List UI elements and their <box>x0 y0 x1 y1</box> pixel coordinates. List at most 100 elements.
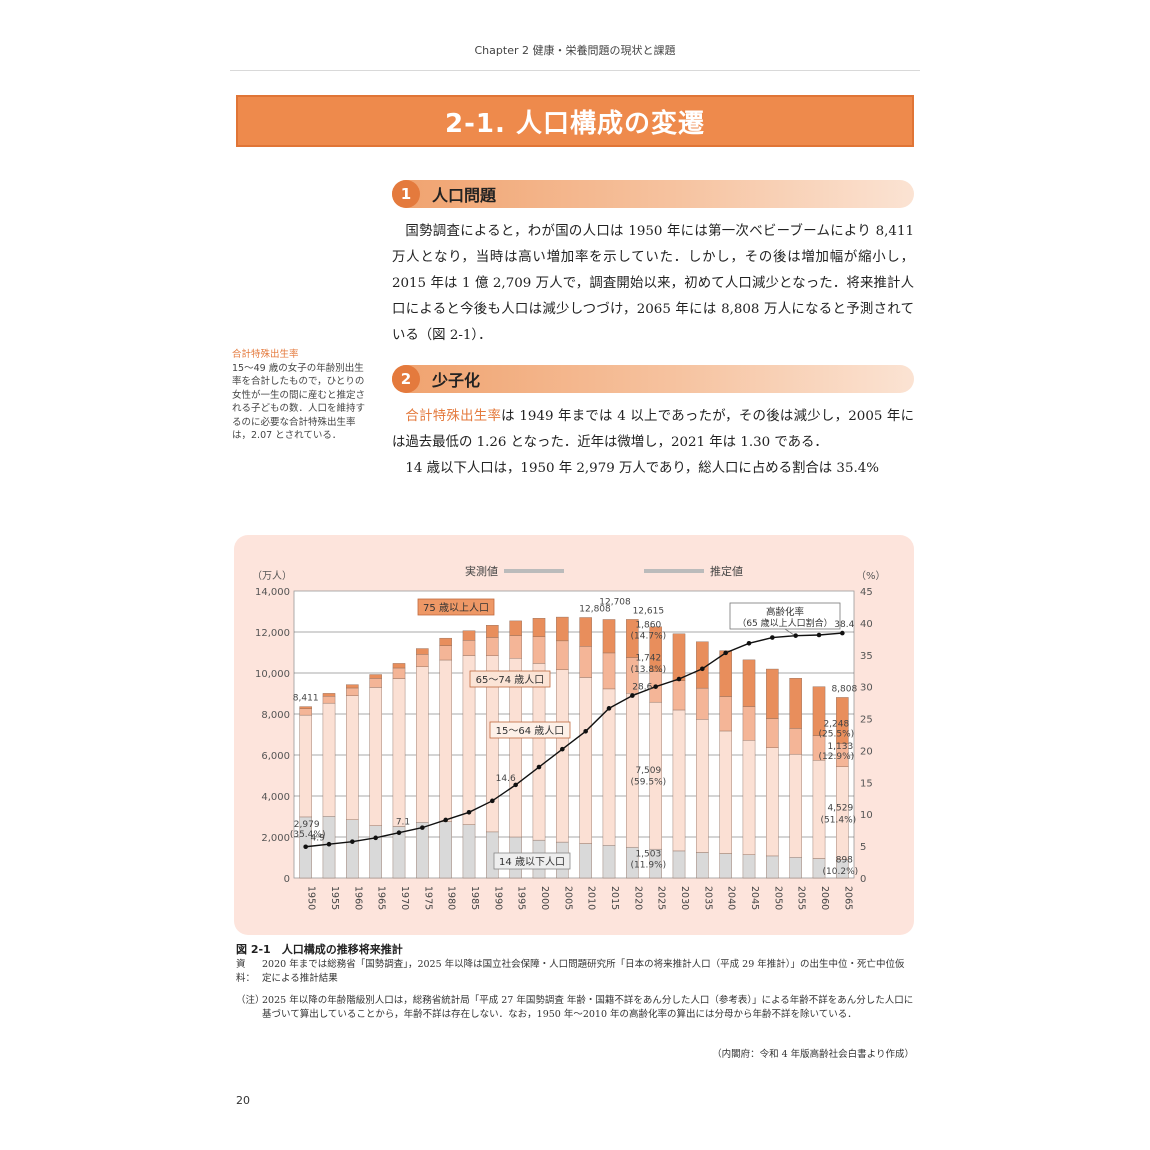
aging-rate-leader <box>784 628 795 636</box>
bar-segment <box>672 633 686 681</box>
bar-segment <box>322 702 336 817</box>
aging-rate-point <box>583 729 588 734</box>
aging-rate-point <box>840 630 845 636</box>
bar-segment <box>742 854 756 879</box>
y-right-axis-label: （%） <box>856 570 886 582</box>
bar-segment <box>696 641 709 689</box>
bar-segment <box>556 616 569 642</box>
data-label: (10.2%) <box>823 867 859 877</box>
bar-segment <box>462 824 476 879</box>
bar-segment <box>602 845 616 879</box>
y-left-tick-label: 2,000 <box>261 833 290 844</box>
bar-segment <box>369 678 382 688</box>
aging-rate-point <box>560 746 565 752</box>
y-right-tick-label: 25 <box>860 715 873 726</box>
total-label: 12,708 <box>599 597 631 607</box>
bar-segment <box>812 760 826 859</box>
bar-segment <box>789 678 802 729</box>
bar-segment <box>766 747 779 857</box>
bar-segment <box>696 719 709 853</box>
bar-segment <box>836 697 849 744</box>
paragraph-rest: は 1949 年までは 4 以上であったが，その後は減少し，2005 年には過去… <box>392 409 914 450</box>
x-tick-label: 2065 <box>842 886 853 910</box>
y-left-tick-label: 6,000 <box>261 751 290 762</box>
bar-segment <box>719 650 732 697</box>
bar-segment <box>579 617 592 647</box>
aging-rate-point <box>303 844 308 850</box>
bar-segment <box>346 819 359 879</box>
bar-segment <box>579 843 592 879</box>
label-65-74: 65〜74 歳人口 <box>476 674 545 686</box>
x-tick-label: 1950 <box>306 886 317 910</box>
figure-credit: （内閣府：令和 4 年版高齢社会白書より作成） <box>712 1049 914 1060</box>
bar-segment <box>766 718 779 748</box>
sidenote-term: 合計特殊出生率 <box>232 349 299 360</box>
label-15-64-box <box>489 721 571 739</box>
label-14-under: 14 歳以下人口 <box>499 856 565 868</box>
bar-segment <box>392 667 406 679</box>
aging-rate-point <box>350 839 355 844</box>
bar-segment <box>346 695 359 820</box>
bar-segment <box>322 693 336 697</box>
data-label: (25.5%) <box>819 730 855 740</box>
aging-rate-point <box>676 676 682 682</box>
bar-segment <box>672 850 686 879</box>
bar-segment <box>556 640 569 670</box>
bar-segment <box>509 635 522 659</box>
bar-segment <box>719 730 732 854</box>
bar-segment <box>462 640 476 656</box>
legend-actual: 実測値 <box>465 564 498 578</box>
y-right-tick-label: 0 <box>860 874 866 885</box>
y-left-tick-label: 0 <box>284 874 290 885</box>
bar-segment <box>719 696 732 732</box>
x-tick-label: 2015 <box>609 886 620 910</box>
x-tick-label: 1990 <box>492 886 503 910</box>
label-75-plus: 75 歳以上人口 <box>423 602 489 614</box>
aging-label: 14.6 <box>496 774 516 784</box>
note-text: 2025 年以降の年齢階級別人口は，総務省統計局「平成 27 年国勢調査 年齢・… <box>262 995 914 1020</box>
total-label: 8,808 <box>831 684 857 694</box>
bar-segment <box>346 687 359 696</box>
bar-segment <box>789 857 802 879</box>
aging-rate-point <box>420 825 425 830</box>
bar-segment <box>416 821 429 879</box>
chapter-header: Chapter 2 健康・栄養問題の現状と課題 <box>474 44 676 57</box>
bar-segment <box>439 645 452 661</box>
bar-segment <box>626 619 639 658</box>
sidenote: 合計特殊出生率 15〜49 歳の女子の年齢別出生率を合計したもので，ひとりの女性… <box>232 348 368 443</box>
x-tick-label: 1960 <box>352 886 363 910</box>
y-left-tick-label: 8,000 <box>261 710 290 721</box>
aging-label: 28.6 <box>632 683 652 693</box>
y-right-tick-label: 40 <box>860 619 873 630</box>
paragraph-text: 合計特殊出生率は 1949 年までは 4 以上であったが，その後は減少し，200… <box>392 404 914 456</box>
data-label: 2,979 <box>294 820 320 830</box>
y-right-tick-label: 45 <box>860 587 873 598</box>
data-label: (59.5%) <box>631 777 667 787</box>
y-right-tick-label: 35 <box>860 651 873 662</box>
bar-segment <box>766 855 779 879</box>
bar-segment <box>812 686 826 736</box>
aging-rate-point <box>793 633 798 638</box>
bar-segment <box>369 687 382 826</box>
figure-note: （注）2025 年以降の年齢階級別人口は，総務省統計局「平成 27 年国勢調査 … <box>236 994 916 1022</box>
page-number: 20 <box>236 1094 250 1107</box>
sidenote-text: 15〜49 歳の女子の年齢別出生率を合計したもので，ひとりの女性が一生の間に産む… <box>232 362 366 442</box>
label-15-64: 15〜64 歳人口 <box>496 725 565 737</box>
aging-label: 38.4 <box>834 620 854 630</box>
bar-segment <box>532 636 546 664</box>
bar-segment <box>439 821 452 879</box>
aging-rate-point <box>606 706 612 711</box>
header-rule <box>230 70 920 71</box>
total-label: 8,411 <box>293 694 319 704</box>
y-right-tick-label: 30 <box>860 683 873 694</box>
x-tick-label: 1985 <box>469 886 480 910</box>
bar-segment <box>416 648 429 655</box>
bar-segment <box>486 637 499 657</box>
x-tick-label: 2030 <box>679 886 690 910</box>
y-right-tick-label: 15 <box>860 778 873 789</box>
aging-rate-point <box>536 764 542 770</box>
x-tick-label: 2000 <box>539 886 550 910</box>
x-tick-label: 2060 <box>819 886 830 910</box>
subsection-number: 2 <box>392 365 420 393</box>
legend-estimate: 推定値 <box>710 564 743 578</box>
